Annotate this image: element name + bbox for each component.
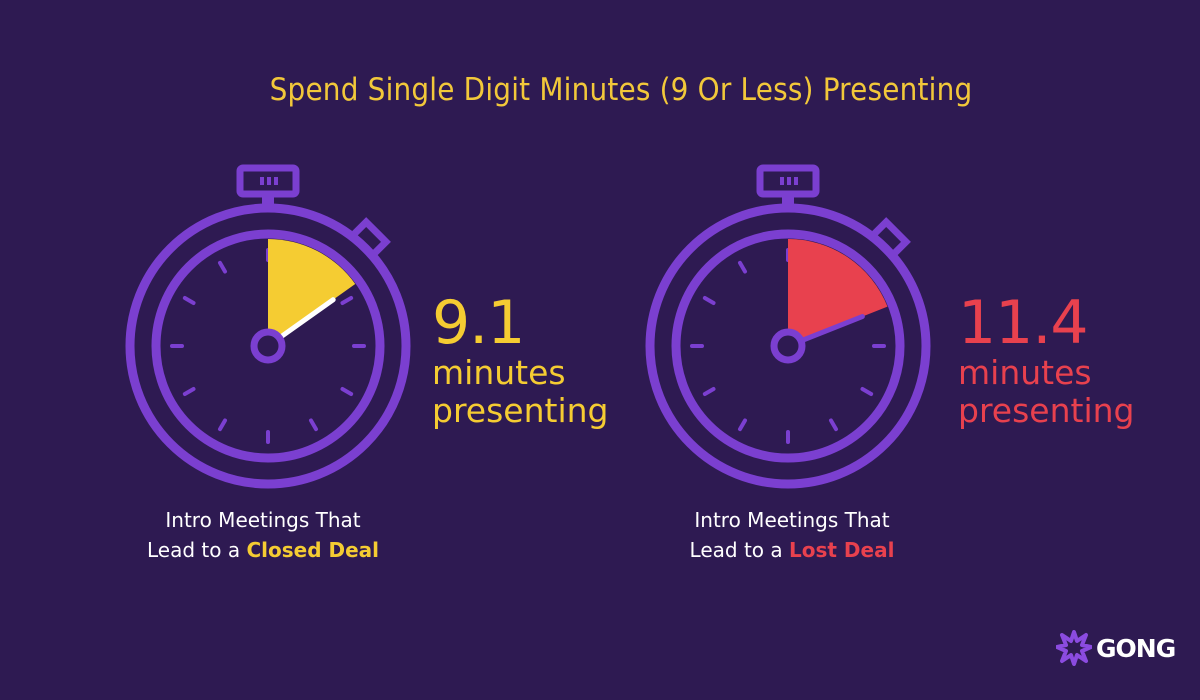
dial-tick xyxy=(738,418,747,432)
caption-prefix: Lead to a xyxy=(147,538,247,562)
caption-closed-deal: Intro Meetings That Lead to a Closed Dea… xyxy=(83,505,443,565)
caption-highlight-lost: Lost Deal xyxy=(789,538,895,562)
stat-unit-line2: presenting xyxy=(958,391,1135,430)
caption-line2: Lead to a Lost Deal xyxy=(612,535,972,565)
dial-tick xyxy=(218,260,227,274)
dial-tick xyxy=(340,296,354,305)
stat-value: 11.4 xyxy=(958,288,1089,358)
caption-line1: Intro Meetings That xyxy=(694,508,890,532)
dial-tick xyxy=(182,387,196,396)
dial-tick xyxy=(702,387,716,396)
stat-unit-line2: presenting xyxy=(432,391,609,430)
dial-tick xyxy=(340,387,354,396)
elapsed-time-wedge xyxy=(268,239,356,346)
gong-starburst-icon xyxy=(1056,630,1092,666)
stopwatch-closed-deal xyxy=(125,164,411,489)
caption-prefix: Lead to a xyxy=(689,538,789,562)
stopwatch-lost-deal xyxy=(645,164,931,489)
elapsed-time-wedge xyxy=(788,239,888,346)
dial-tick xyxy=(309,418,318,432)
dial-tick xyxy=(182,296,196,305)
page-title: Spend Single Digit Minutes (9 Or Less) P… xyxy=(269,72,973,108)
stat-value: 9.1 xyxy=(432,288,525,358)
caption-highlight-closed: Closed Deal xyxy=(246,538,379,562)
dial-tick xyxy=(218,418,227,432)
caption-line2: Lead to a Closed Deal xyxy=(83,535,443,565)
stat-unit-line1: minutes xyxy=(958,353,1092,392)
stat-lost-deal: 11.4 minutes presenting xyxy=(958,292,1134,430)
dial-tick xyxy=(829,418,838,432)
stat-closed-deal: 9.1 minutes presenting xyxy=(432,292,608,430)
caption-lost-deal: Intro Meetings That Lead to a Lost Deal xyxy=(612,505,972,565)
stat-unit-line1: minutes xyxy=(432,353,566,392)
dial-tick xyxy=(860,387,874,396)
logo-text: GONG xyxy=(1096,633,1176,663)
gong-logo: GONG xyxy=(1056,630,1176,666)
dial-tick xyxy=(738,260,747,274)
dial-tick xyxy=(702,296,716,305)
caption-line1: Intro Meetings That xyxy=(165,508,361,532)
